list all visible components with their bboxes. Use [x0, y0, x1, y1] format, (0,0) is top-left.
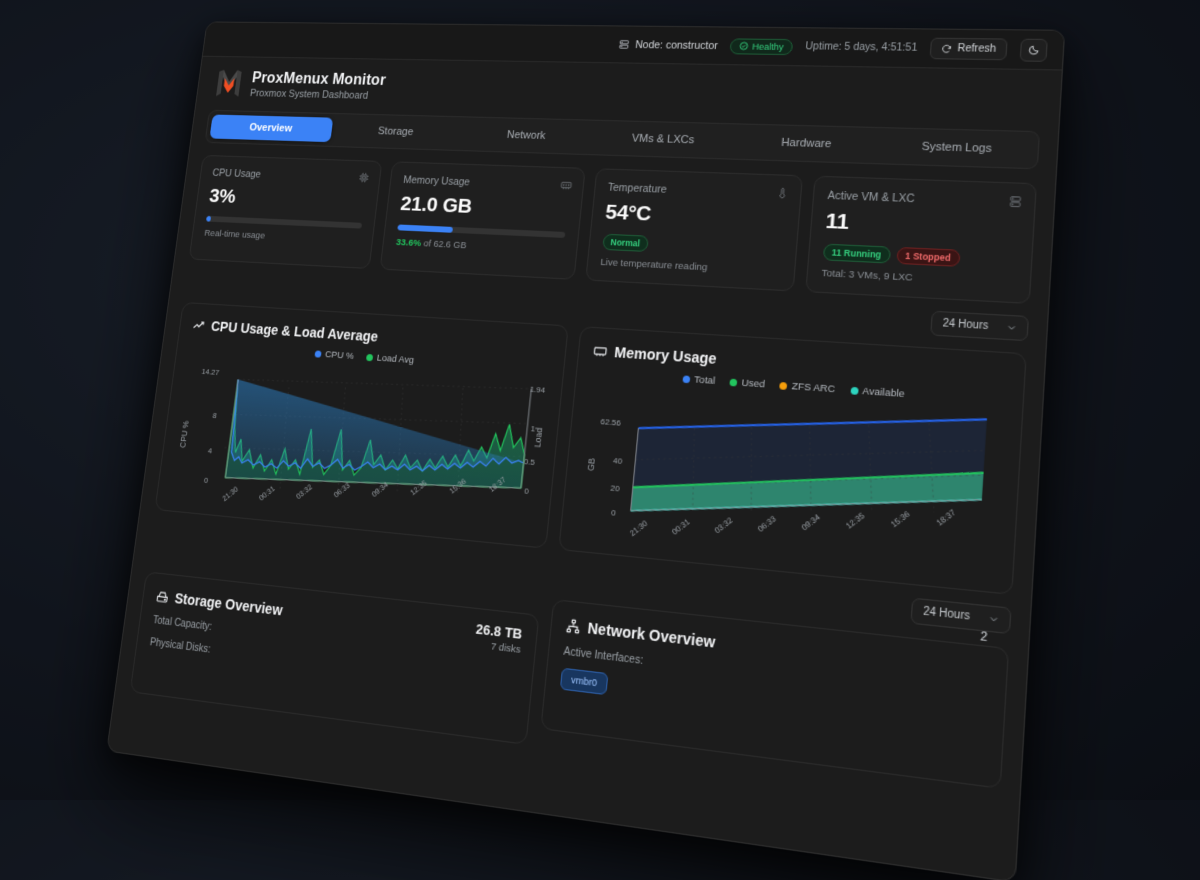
hard-drive-icon: [155, 589, 169, 604]
time-range-value: 24 Hours: [942, 318, 988, 333]
running-badge: 11 Running: [823, 244, 891, 264]
node-label: Node: constructor: [635, 39, 719, 52]
stat-card-footnote: Real-time usage: [204, 228, 361, 246]
network-icon: [565, 618, 581, 635]
trending-up-icon: [192, 318, 206, 332]
memory-progress-track: [397, 224, 564, 237]
chevron-down-icon: [988, 613, 999, 624]
node-indicator: Node: constructor: [618, 39, 718, 52]
panel-title-text: Storage Overview: [174, 590, 284, 619]
theme-toggle-button[interactable]: [1020, 38, 1048, 61]
legend-item-load: Load Avg: [366, 352, 414, 366]
cpu-progress-fill: [206, 216, 211, 222]
server-icon: [618, 39, 630, 50]
network-interface-chip[interactable]: vmbr0: [560, 668, 609, 695]
check-circle-icon: [739, 41, 749, 50]
cpu-progress-track: [206, 216, 362, 229]
memory-chart-svg: [575, 383, 1006, 581]
stat-card-footnote: Live temperature reading: [600, 257, 781, 277]
plot-cpu: CPU % 14.27 8 4 0 Load 1.94 1 0.5 0: [169, 354, 548, 535]
memory-icon: [593, 343, 608, 358]
storage-summary: 26.8 TB 7 disks: [474, 621, 523, 656]
cpu-load-chart-svg: [169, 354, 548, 535]
stat-card-footnote: Total: 3 VMs, 9 LXC: [821, 268, 1015, 289]
app-window: Node: constructor Healthy Uptime: 5 days…: [106, 21, 1065, 880]
tab-system-logs[interactable]: System Logs: [880, 132, 1034, 164]
status-badge-label: Healthy: [752, 41, 784, 51]
memory-icon: [559, 178, 573, 196]
stat-card-label: Memory Usage: [403, 174, 570, 192]
vm-badge-row: 11 Running 1 Stopped: [823, 244, 1017, 270]
memory-total: of 62.6 GB: [420, 238, 466, 251]
stat-card-value: 21.0 GB: [399, 193, 568, 223]
stopped-badge: 1 Stopped: [896, 247, 960, 267]
tab-hardware[interactable]: Hardware: [734, 128, 881, 159]
refresh-button[interactable]: Refresh: [930, 38, 1008, 61]
server-stack-icon: [1008, 194, 1023, 214]
page-title: ProxMenux Monitor: [251, 70, 387, 89]
memory-percent: 33.6%: [395, 237, 421, 249]
stat-card-active-vm-lxc: Active VM & LXC 11 11 Running 1 Stopped …: [805, 176, 1037, 304]
proxmenux-m-logo-icon: [214, 69, 244, 99]
network-count-badge: 2: [980, 630, 988, 645]
status-badge: Healthy: [729, 38, 793, 55]
stat-card-cpu: CPU Usage 3% Real-time usage: [189, 155, 383, 269]
tab-storage[interactable]: Storage: [332, 118, 461, 146]
refresh-icon: [941, 43, 953, 53]
legend-item-cpu: CPU %: [314, 348, 354, 361]
tab-overview[interactable]: Overview: [209, 115, 333, 143]
legend-item-zfs-arc: ZFS ARC: [779, 380, 835, 396]
temperature-status-badge: Normal: [602, 234, 649, 252]
cpu-icon: [357, 171, 370, 189]
moon-icon: [1027, 44, 1040, 56]
stat-card-value: 11: [825, 209, 1019, 242]
stat-card-label: Temperature: [607, 182, 787, 201]
right-axis: [521, 389, 531, 488]
stat-card-temperature: Temperature 54°C Normal Live temperature…: [585, 168, 803, 291]
tab-network[interactable]: Network: [460, 121, 594, 150]
panel-title-text: CPU Usage & Load Average: [210, 318, 379, 344]
page-subtitle: Proxmox System Dashboard: [249, 87, 384, 101]
time-range-value: 24 Hours: [923, 606, 971, 623]
panel-title-text: Memory Usage: [614, 344, 718, 367]
panel-network-overview: 2 Network Overview Active Interfaces: vm…: [540, 599, 1009, 789]
stat-card-memory: Memory Usage 21.0 GB 33.6% of 62.6 GB: [380, 161, 585, 279]
thermometer-icon: [775, 186, 789, 205]
panel-storage-overview: 26.8 TB 7 disks Storage Overview Total C…: [130, 571, 540, 745]
legend-item-available: Available: [850, 385, 905, 401]
dashboard-stage: Node: constructor Healthy Uptime: 5 days…: [0, 0, 1200, 800]
chevron-down-icon: [1006, 322, 1017, 332]
stat-card-label: Active VM & LXC: [827, 190, 1020, 210]
stat-card-value: 3%: [208, 185, 366, 214]
stat-card-value: 54°C: [604, 201, 785, 233]
memory-progress-fill: [397, 224, 453, 232]
uptime-label: Uptime: 5 days, 4:51:51: [805, 41, 918, 54]
refresh-label: Refresh: [957, 43, 996, 55]
panel-cpu-chart: CPU Usage & Load Average CPU % Load Avg …: [155, 302, 569, 549]
tab-vms-lxcs[interactable]: VMs & LXCs: [593, 125, 733, 155]
plot-memory: GB 62.56 40 20 0: [575, 383, 1006, 581]
legend-item-total: Total: [682, 373, 715, 387]
stat-card-footnote: 33.6% of 62.6 GB: [395, 237, 563, 256]
panel-memory-chart: Memory Usage Total Used ZFS ARC Availabl…: [558, 326, 1027, 595]
temperature-badge-row: Normal: [602, 234, 783, 259]
stat-card-label: CPU Usage: [212, 167, 369, 184]
legend-item-used: Used: [729, 377, 765, 391]
panel-title-text: Network Overview: [587, 619, 716, 651]
